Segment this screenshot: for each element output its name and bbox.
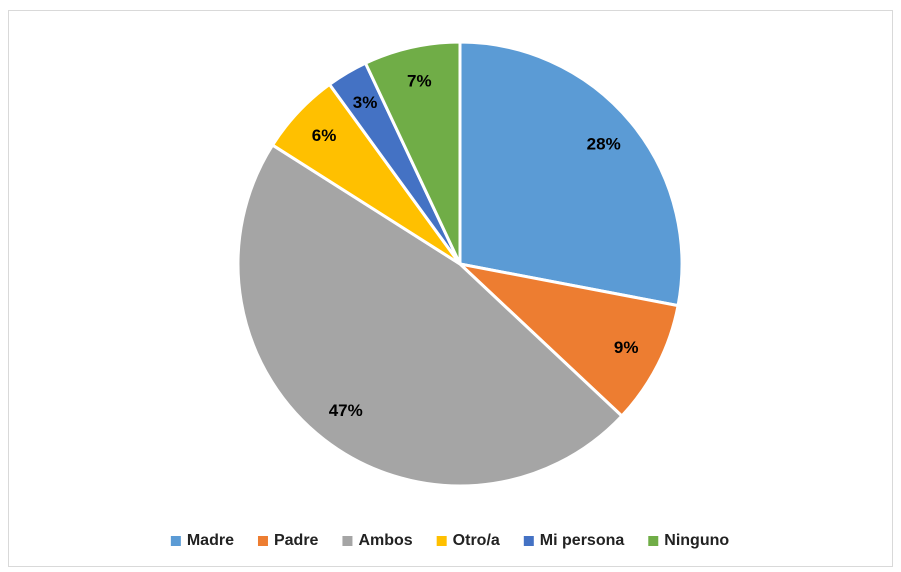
data-label: 9% bbox=[614, 338, 639, 357]
legend-swatch bbox=[648, 536, 659, 546]
legend-label: Madre bbox=[187, 532, 234, 549]
legend-swatch bbox=[523, 536, 534, 546]
pie-slice bbox=[455, 261, 680, 419]
legend-swatch bbox=[170, 536, 181, 546]
data-label: 3% bbox=[353, 93, 378, 112]
data-label: 6% bbox=[312, 126, 337, 145]
legend-swatch bbox=[342, 536, 353, 546]
legend-label: Otro/a bbox=[453, 532, 500, 549]
legend-swatch bbox=[436, 536, 447, 546]
legend-label: Ambos bbox=[358, 532, 412, 549]
legend-label: Ninguno bbox=[664, 532, 729, 549]
pie-slice bbox=[236, 142, 624, 488]
legend-label: Padre bbox=[274, 532, 319, 549]
data-label: 28% bbox=[587, 135, 621, 154]
pie-slice bbox=[458, 40, 684, 308]
data-label: 47% bbox=[329, 401, 363, 420]
legend-swatch bbox=[257, 536, 268, 546]
pie-slice bbox=[363, 40, 462, 265]
legend-label: Mi persona bbox=[540, 532, 625, 549]
data-label: 7% bbox=[407, 71, 432, 90]
